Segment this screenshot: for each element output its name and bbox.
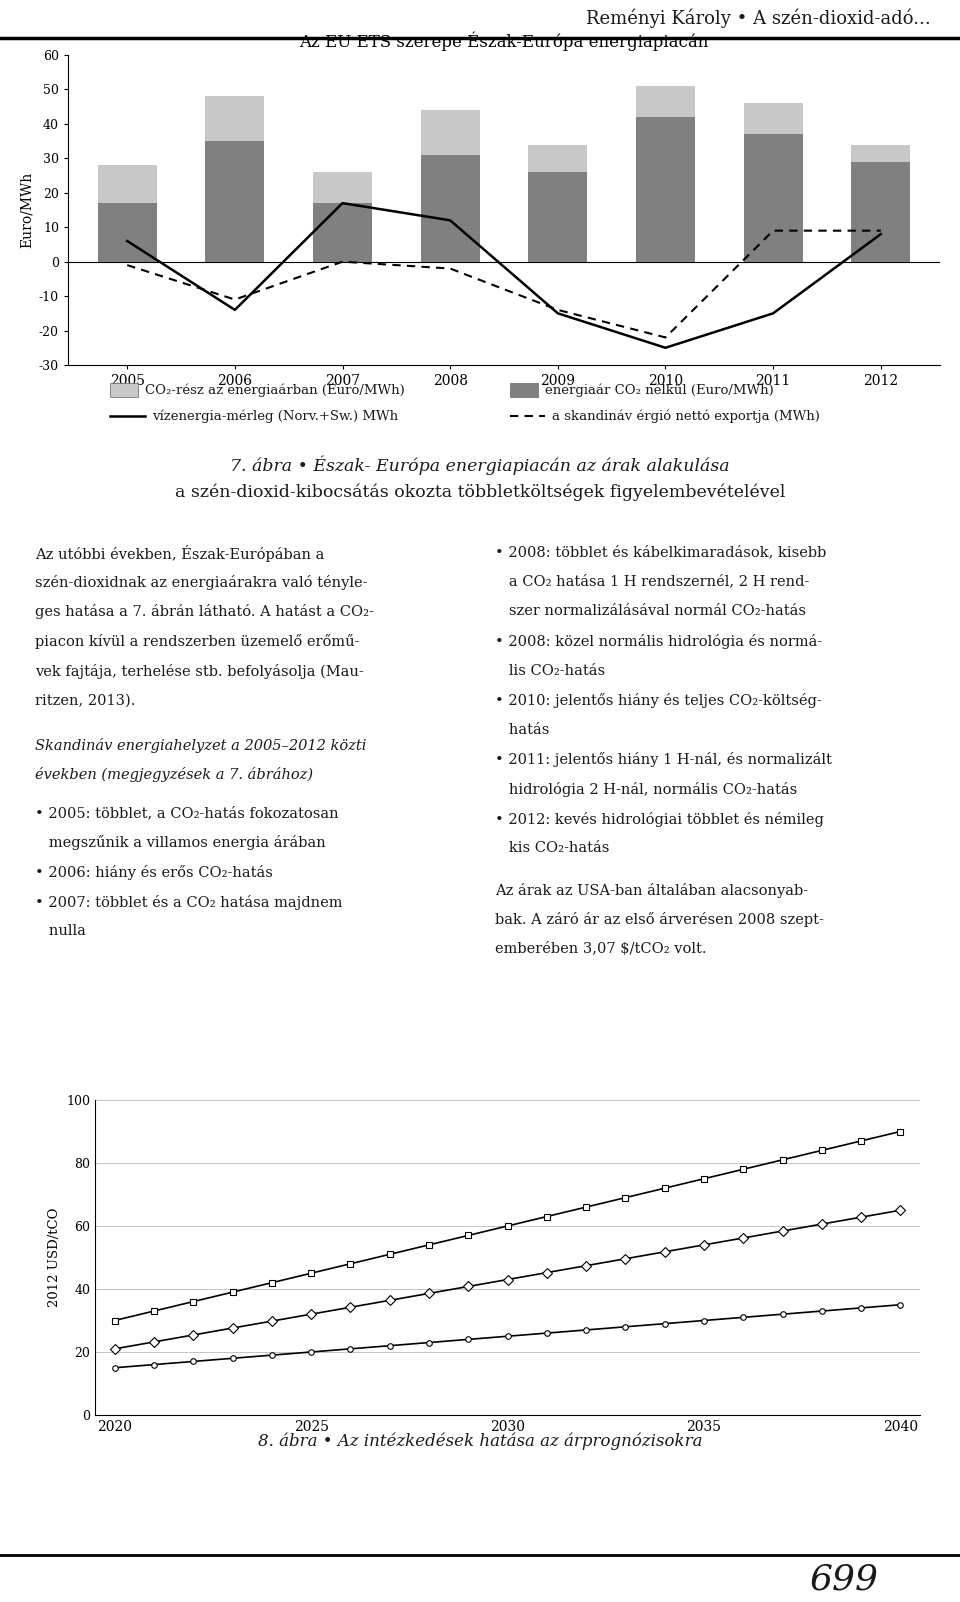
Bar [420,155,480,261]
Text: ritzen, 2013).: ritzen, 2013). [35,694,135,706]
Bar [852,162,910,261]
Text: 7. ábra • Észak- Európa energiapiacán az árak alakulása: 7. ábra • Észak- Európa energiapiacán az… [230,455,730,474]
Text: • 2007: többlet és a CO₂ hatása majdnem: • 2007: többlet és a CO₂ hatása majdnem [35,894,343,910]
Bar [852,144,910,162]
Title: Az EU ETS szerepe Észak-Európa energiapiacán: Az EU ETS szerepe Észak-Európa energiapi… [300,30,708,51]
Bar [420,111,480,155]
Text: években (megjegyzések a 7. ábrához): években (megjegyzések a 7. ábrához) [35,767,313,782]
Text: 699: 699 [810,1564,879,1597]
Text: nulla: nulla [35,924,85,939]
Bar [205,141,264,261]
Text: vízenergia-mérleg (Norv.+Sw.) MWh: vízenergia-mérleg (Norv.+Sw.) MWh [152,409,398,423]
Bar [98,203,156,261]
Text: emberében 3,07 $/tCO₂ volt.: emberében 3,07 $/tCO₂ volt. [495,942,707,956]
Text: kis CO₂-hatás: kis CO₂-hatás [495,841,610,855]
Text: Az utóbbi években, Észak-Európában a: Az utóbbi években, Észak-Európában a [35,545,324,562]
Text: • 2010: jelentős hiány és teljes CO₂-költség-: • 2010: jelentős hiány és teljes CO₂-köl… [495,694,822,708]
Text: vek fajtája, terhelése stb. befolyásolja (Mau-: vek fajtája, terhelése stb. befolyásolja… [35,663,364,679]
Text: Skandináv energiahelyzet a 2005–2012 közti: Skandináv energiahelyzet a 2005–2012 köz… [35,737,367,753]
Text: a skandináv érgió nettó exportja (MWh): a skandináv érgió nettó exportja (MWh) [552,409,820,423]
Text: • 2005: többlet, a CO₂-hatás fokozatosan: • 2005: többlet, a CO₂-hatás fokozatosan [35,806,339,820]
Bar [205,96,264,141]
Text: a CO₂ hatása 1 H rendszernél, 2 H rend-: a CO₂ hatása 1 H rendszernél, 2 H rend- [495,575,809,588]
Bar [98,165,156,203]
Text: • 2011: jelentős hiány 1 H-nál, és normalizált: • 2011: jelentős hiány 1 H-nál, és norma… [495,753,832,767]
Text: a szén-dioxid-kibocsátás okozta többletköltségek figyelembevételével: a szén-dioxid-kibocsátás okozta többletk… [175,484,785,501]
Y-axis label: 2012 USD/tCO: 2012 USD/tCO [48,1208,60,1307]
Text: megszűnik a villamos energia árában: megszűnik a villamos energia árában [35,835,325,851]
Text: Az árak az USA-ban általában alacsonyab-: Az árak az USA-ban általában alacsonyab- [495,883,808,897]
Bar [313,171,372,203]
Bar [744,103,803,135]
Text: Reményi Károly • A szén-dioxid-adó...: Reményi Károly • A szén-dioxid-adó... [587,8,931,27]
Text: ges hatása a 7. ábrán látható. A hatást a CO₂-: ges hatása a 7. ábrán látható. A hatást … [35,604,373,620]
Text: • 2006: hiány és erős CO₂-hatás: • 2006: hiány és erős CO₂-hatás [35,865,273,879]
Text: hidrológia 2 H-nál, normális CO₂-hatás: hidrológia 2 H-nál, normális CO₂-hatás [495,782,797,798]
Text: CO₂-rész az energiaárban (Euro/MWh): CO₂-rész az energiaárban (Euro/MWh) [145,383,405,397]
Bar [528,144,588,171]
Text: 8. ábra • Az intézkedések hatása az árprognózisokra: 8. ábra • Az intézkedések hatása az árpr… [257,1432,703,1450]
Bar [636,87,695,117]
Text: szer normalizálásával normál CO₂-hatás: szer normalizálásával normál CO₂-hatás [495,604,806,618]
Bar [744,135,803,261]
Bar [313,203,372,261]
Bar [636,117,695,261]
Text: lis CO₂-hatás: lis CO₂-hatás [495,663,605,678]
Text: szén-dioxidnak az energiaárakra való tényle-: szén-dioxidnak az energiaárakra való tén… [35,575,368,590]
Text: piacon kívül a rendszerben üzemelő erőmű-: piacon kívül a rendszerben üzemelő erőmű… [35,634,359,649]
Text: hatás: hatás [495,723,549,737]
Text: • 2008: közel normális hidrológia és normá-: • 2008: közel normális hidrológia és nor… [495,634,823,649]
Text: bak. A záró ár az első árverésen 2008 szept-: bak. A záró ár az első árverésen 2008 sz… [495,913,824,928]
Bar [528,171,588,261]
Y-axis label: Euro/MWh: Euro/MWh [19,171,34,248]
Text: • 2012: kevés hidrológiai többlet és némileg: • 2012: kevés hidrológiai többlet és ném… [495,812,824,827]
Text: energiaár CO₂ nélkül (Euro/MWh): energiaár CO₂ nélkül (Euro/MWh) [545,383,774,397]
Text: • 2008: többlet és kábelkimaradások, kisebb: • 2008: többlet és kábelkimaradások, kis… [495,545,827,559]
